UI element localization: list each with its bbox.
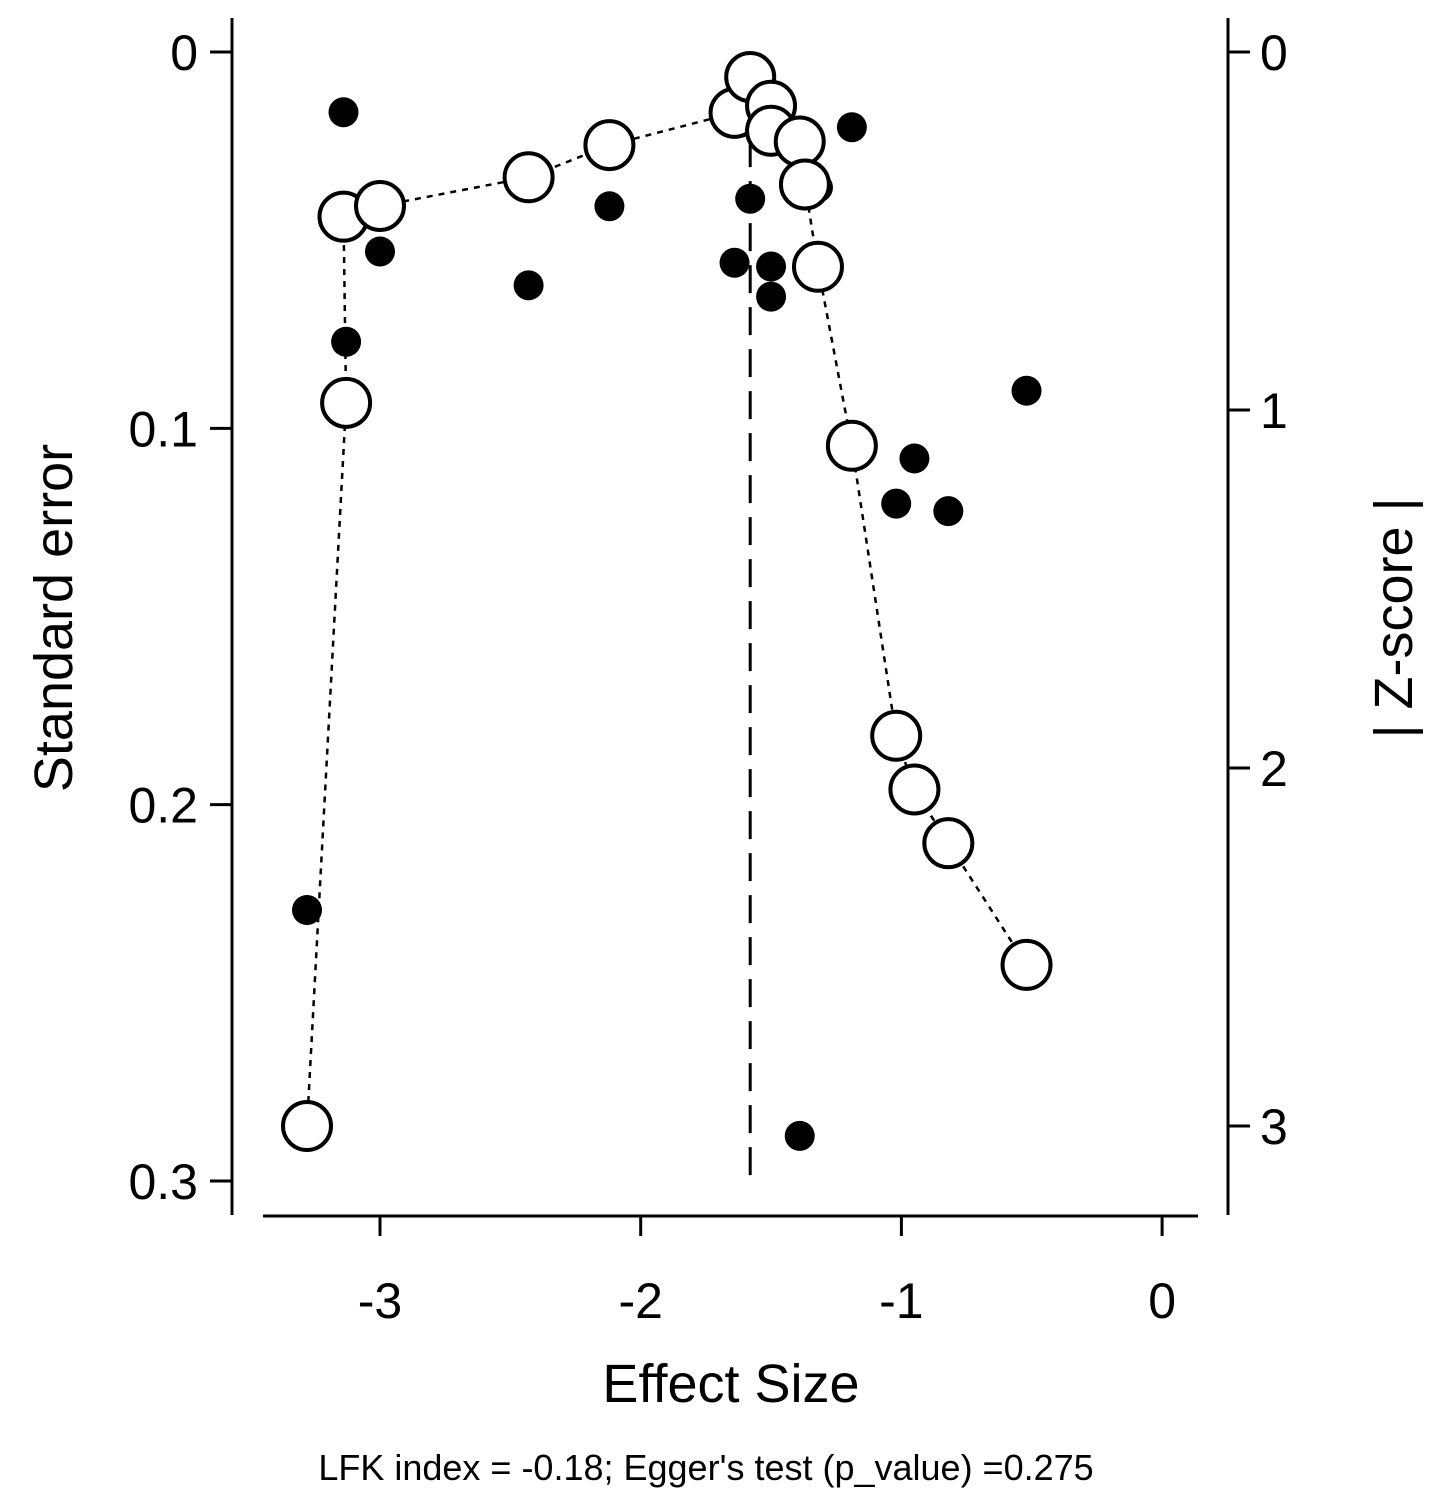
- right-y-axis-title: | Z-score |: [1364, 497, 1424, 738]
- right-y-tick-label: 0: [1260, 25, 1288, 81]
- right-y-tick-label: 2: [1260, 741, 1288, 797]
- x-axis-title: Effect Size: [602, 1354, 859, 1414]
- right-y-tick-label: 1: [1260, 383, 1288, 439]
- axis-labels: Effect Size Standard error | Z-score | L…: [24, 444, 1424, 1488]
- funnel-point: [328, 97, 359, 128]
- funnel-point: [899, 443, 930, 474]
- x-tick-label: -2: [618, 1273, 662, 1329]
- footnote-lfk-egger: LFK index = -0.18; Egger's test (p_value…: [318, 1447, 1093, 1488]
- doi-point: [773, 115, 826, 168]
- doi-point: [778, 158, 831, 211]
- doi-point: [888, 763, 941, 816]
- funnel-point: [756, 251, 787, 282]
- x-tick-label: 0: [1148, 1273, 1176, 1329]
- doi-point: [791, 240, 844, 293]
- x-tick-label: -1: [879, 1273, 923, 1329]
- funnel-point: [331, 326, 362, 357]
- right-y-tick-label: 3: [1260, 1099, 1288, 1155]
- funnel-point: [1011, 375, 1042, 406]
- doi-point: [320, 376, 373, 429]
- connecting-lines: [305, 74, 1028, 1181]
- left-y-tick-label: 0.1: [128, 401, 198, 457]
- doi-point: [502, 151, 555, 204]
- left-y-tick-label: 0.3: [128, 1154, 198, 1210]
- funnel-point: [756, 281, 787, 312]
- doi-connector: [305, 74, 1028, 1127]
- funnel-point: [365, 236, 395, 267]
- doi-point: [281, 1100, 334, 1152]
- funnel-point: [881, 488, 912, 519]
- doi-point: [870, 709, 923, 762]
- funnel-point: [594, 191, 625, 222]
- doi-point: [583, 119, 636, 172]
- doi-point: [1000, 938, 1053, 991]
- funnel-point: [513, 270, 544, 301]
- left-y-axis-title: Standard error: [24, 444, 84, 792]
- x-tick-label: -3: [358, 1273, 402, 1329]
- funnel-point: [784, 1120, 815, 1151]
- axes: -3 -2 -1 0 0 0.1 0.2 0.3 0 1 2 3: [128, 18, 1288, 1329]
- doi-point: [354, 179, 406, 232]
- funnel-point: [719, 247, 750, 278]
- left-y-tick-label: 0.2: [128, 778, 198, 834]
- funnel-point: [933, 496, 964, 527]
- doi-point: [922, 817, 975, 870]
- funnel-point: [292, 895, 323, 926]
- funnel-point: [735, 183, 766, 214]
- data-points: [281, 51, 1053, 1152]
- doi-point: [825, 419, 878, 472]
- funnel-point: [836, 112, 867, 143]
- left-y-tick-label: 0: [170, 25, 198, 81]
